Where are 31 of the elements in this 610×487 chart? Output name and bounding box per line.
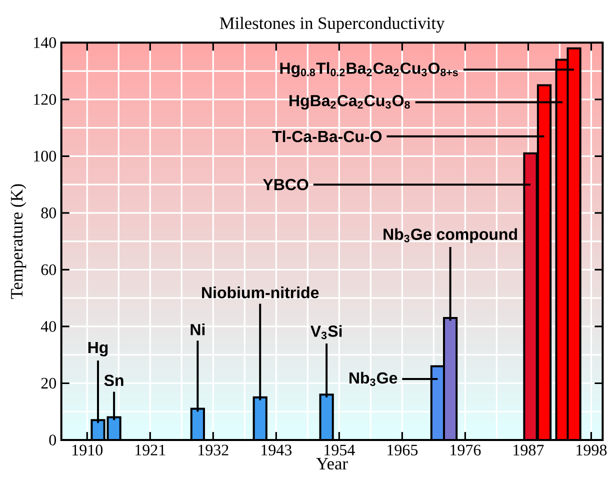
y-tick-label: 40 <box>40 321 56 332</box>
y-tick-label: 80 <box>41 208 56 218</box>
x-tick-label: 1987 <box>514 444 544 456</box>
x-tick-label: 1998 <box>576 444 607 456</box>
x-axis-title: Year <box>316 458 348 470</box>
annotation: YBCO <box>262 178 308 190</box>
chart-title: Milestones in Superconductivity <box>220 16 445 33</box>
annotation: V$_{3}$Si <box>310 325 342 340</box>
annotation: Nb$_{3}$Ge <box>350 372 398 386</box>
y-axis-title: Temperature (K) <box>10 184 26 299</box>
annotation: Niobium-nitride <box>202 286 319 298</box>
y-tick-label: 140 <box>34 37 56 48</box>
annotation: Tl-Ca-Ba-Cu-O <box>272 130 382 142</box>
x-tick-label: 1910 <box>72 444 102 456</box>
y-tick-label: 20 <box>41 378 56 389</box>
x-tick-label: 1921 <box>136 444 166 456</box>
y-tick-label: 100 <box>34 150 56 162</box>
y-tick-label: 0 <box>49 434 56 446</box>
y-tick-label: 60 <box>41 264 56 276</box>
x-tick-label: 1954 <box>324 444 355 456</box>
text: Hg$_{0.8}$Tl$_{0.2}$Ba$_{2}$Ca$_{2}$Cu$_{3}$O$_{8+s}$ <box>280 62 458 78</box>
x-tick-label: 1932 <box>198 444 228 456</box>
x-tick-label: 1943 <box>262 444 292 456</box>
annotation: Hg <box>88 342 108 356</box>
annotation: Sn <box>104 374 124 386</box>
annotation: Ni <box>190 324 205 336</box>
y-tick-label: 120 <box>34 94 56 105</box>
x-tick-label: 1965 <box>388 444 418 456</box>
annotation: HgBa$_{2}$Ca$_{2}$Cu$_{3}$O$_{8}$ <box>290 94 410 110</box>
annotation: Nb$_{3}$Ge compound <box>384 228 517 244</box>
x-tick-label: 1976 <box>450 444 481 456</box>
